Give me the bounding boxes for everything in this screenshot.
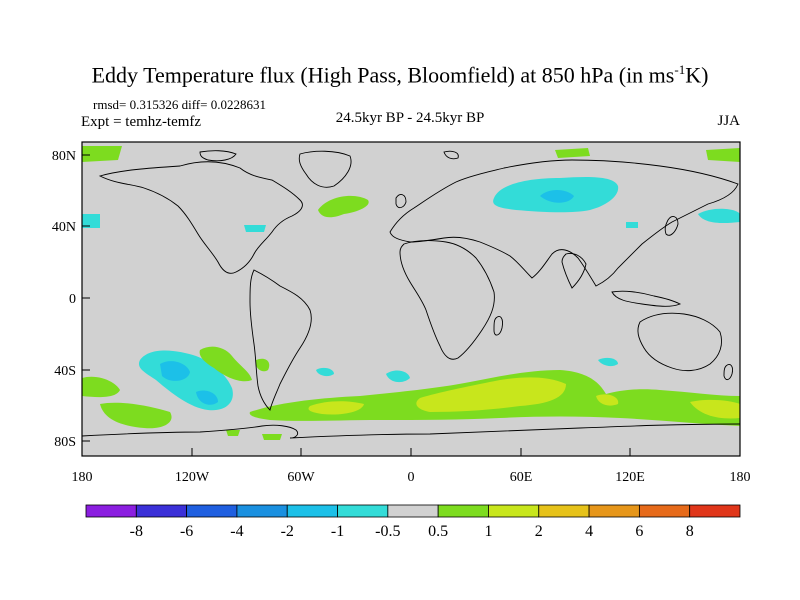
x-axis-ticks bbox=[81, 448, 741, 456]
x-tick-60w: 60W bbox=[287, 470, 315, 485]
colorbar-swatch bbox=[538, 504, 590, 518]
anomaly-fields bbox=[82, 146, 741, 440]
coast-africa bbox=[399, 240, 495, 360]
coast-new-zealand bbox=[723, 363, 733, 381]
sp-positive-4 bbox=[255, 358, 270, 372]
colorbar-swatch bbox=[488, 504, 540, 518]
colorbar-label: -1 bbox=[331, 523, 344, 540]
stats-line: rmsd= 0.315326 diff= 0.0228631 bbox=[93, 97, 266, 112]
x-tick-180w: 180 bbox=[72, 470, 93, 485]
io-negative bbox=[598, 357, 618, 367]
y-tick-80n: 80N bbox=[52, 149, 76, 164]
antarctic-bit-1 bbox=[226, 430, 240, 436]
coast-uk bbox=[395, 194, 407, 209]
coast-north-america bbox=[98, 161, 303, 274]
coast-south-america bbox=[249, 269, 312, 411]
arctic-positive-mid bbox=[555, 148, 590, 158]
plot-title-prefix: Eddy Temperature flux (High Pass, Bloomf… bbox=[91, 62, 675, 88]
arctic-positive-east bbox=[706, 148, 740, 162]
plot-title: Eddy Temperature flux (High Pass, Bloomf… bbox=[0, 57, 800, 88]
colorbar-labels: -8 -6 -4 -2 -1 -0.5 0.5 1 2 4 6 8 bbox=[130, 523, 694, 540]
colorbar bbox=[85, 504, 741, 518]
coast-eurasia bbox=[389, 159, 739, 287]
x-tick-180e: 180 bbox=[730, 470, 751, 485]
south-pacific-negative-core bbox=[160, 361, 190, 381]
coast-india bbox=[561, 253, 587, 289]
x-tick-0: 0 bbox=[408, 470, 415, 485]
y-tick-0: 0 bbox=[69, 292, 76, 307]
coast-australia bbox=[637, 312, 722, 372]
y-tick-40n: 40N bbox=[52, 220, 76, 235]
experiment-line: Expt = temhz-temfz bbox=[81, 114, 202, 130]
colorbar-swatch bbox=[337, 504, 389, 518]
colorbar-label: 6 bbox=[635, 523, 643, 540]
coastlines bbox=[81, 150, 741, 439]
y-axis-ticks bbox=[82, 154, 90, 442]
colorbar-swatch bbox=[387, 504, 439, 518]
sp-positive-3 bbox=[100, 402, 172, 429]
colorbar-swatch bbox=[588, 504, 640, 518]
y-tick-40s: 40S bbox=[54, 364, 76, 379]
x-tick-120w: 120W bbox=[175, 470, 210, 485]
coast-madagascar bbox=[493, 316, 503, 336]
colorbar-label: 4 bbox=[585, 523, 593, 540]
atlantic-neg-small-1 bbox=[82, 214, 100, 228]
coast-greenland bbox=[298, 150, 352, 188]
colorbar-label: -4 bbox=[230, 523, 243, 540]
coast-svalbard bbox=[443, 150, 459, 160]
colorbar-swatch bbox=[437, 504, 489, 518]
atlantic-neg-small-2 bbox=[244, 225, 266, 232]
colorbar-swatch bbox=[85, 504, 137, 518]
colorbar-label: 8 bbox=[686, 523, 694, 540]
coast-arctic-islands bbox=[199, 150, 237, 162]
x-tick-60e: 60E bbox=[510, 470, 533, 485]
sa-negative-2 bbox=[386, 370, 410, 383]
pacific-neg-east bbox=[698, 208, 740, 224]
colorbar-label: 2 bbox=[535, 523, 543, 540]
southern-ocean-belt-strong bbox=[416, 377, 566, 412]
southern-ocean-belt-strong-2 bbox=[308, 401, 364, 415]
colorbar-label: -8 bbox=[130, 523, 143, 540]
sp-positive-1 bbox=[199, 346, 252, 382]
colorbar-label: -2 bbox=[281, 523, 294, 540]
siberia-negative-core bbox=[540, 190, 574, 203]
antarctic-bit-2 bbox=[262, 434, 282, 440]
sp-positive-2 bbox=[82, 376, 120, 398]
colorbar-label: -6 bbox=[180, 523, 193, 540]
colorbar-swatch bbox=[286, 504, 338, 518]
arctic-positive-west bbox=[82, 146, 122, 162]
coast-antarctica bbox=[81, 423, 741, 439]
coast-japan bbox=[664, 216, 679, 236]
colorbar-swatch bbox=[689, 504, 741, 518]
colorbar-swatch bbox=[638, 504, 691, 518]
period-label: 24.5kyr BP - 24.5kyr BP bbox=[335, 110, 485, 126]
colorbar-swatch bbox=[135, 504, 188, 518]
south-pacific-negative-core-2 bbox=[196, 390, 218, 405]
southern-ocean-belt-strong-4 bbox=[596, 394, 619, 406]
colorbar-label: 1 bbox=[484, 523, 492, 540]
y-tick-80s: 80S bbox=[54, 435, 76, 450]
y-axis-labels: 80N 40N 0 40S 80S bbox=[52, 149, 76, 450]
x-axis-labels: 180 120W 60W 0 60E 120E 180 bbox=[72, 470, 751, 485]
plot-title-suffix: K) bbox=[685, 62, 709, 88]
colorbar-label: 0.5 bbox=[428, 523, 448, 540]
north-atlantic-positive bbox=[318, 195, 369, 218]
sa-negative-1 bbox=[316, 367, 334, 377]
southern-ocean-belt-strong-3 bbox=[690, 399, 740, 419]
colorbar-swatch bbox=[186, 504, 238, 518]
colorbar-swatch bbox=[236, 504, 288, 518]
plot-title-exponent: -1 bbox=[674, 62, 686, 77]
x-tick-120e: 120E bbox=[615, 470, 645, 485]
coast-indonesia bbox=[611, 290, 682, 307]
colorbar-label: -0.5 bbox=[375, 523, 400, 540]
season-label: JJA bbox=[717, 113, 740, 129]
asia-neg-small bbox=[626, 222, 638, 228]
